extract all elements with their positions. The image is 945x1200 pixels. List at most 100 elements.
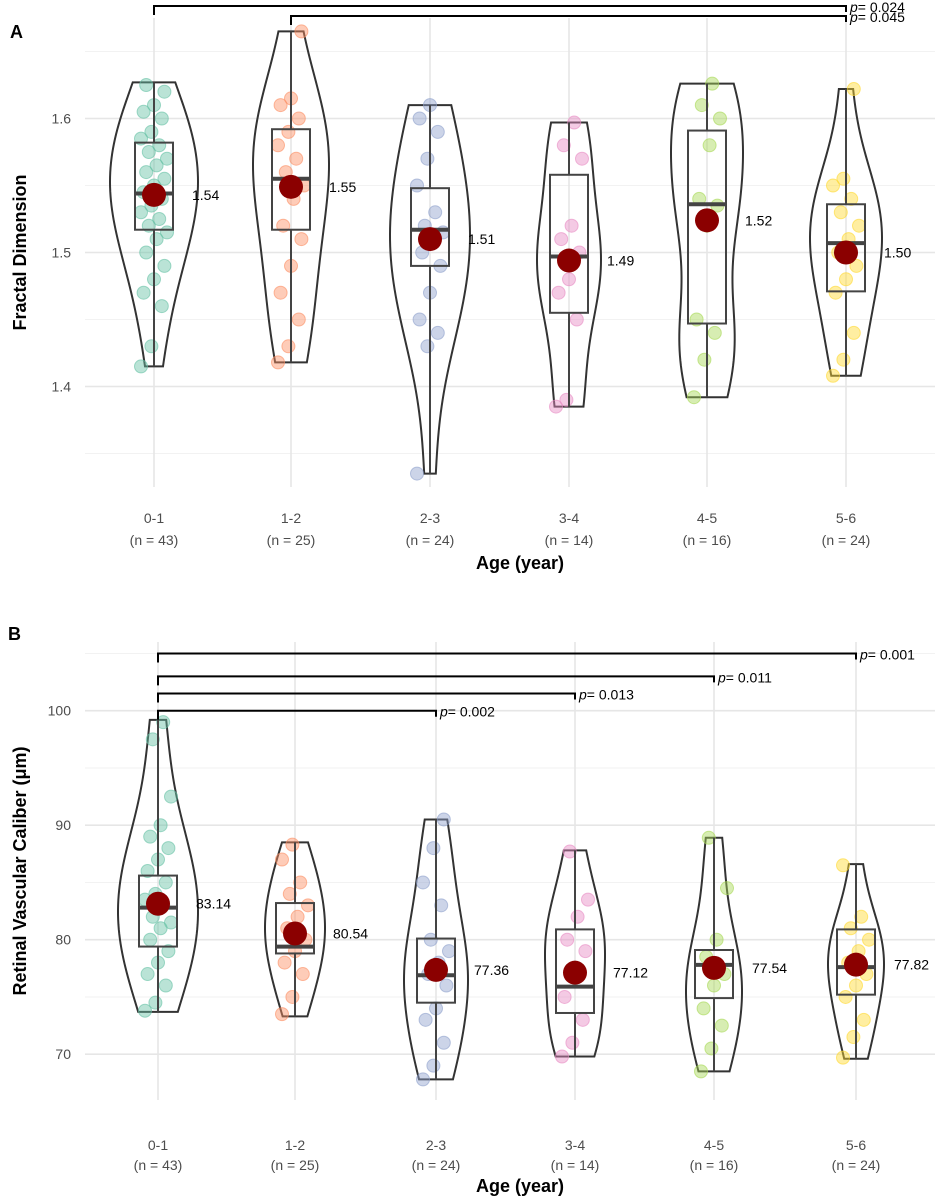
data-point [158, 875, 173, 890]
data-point [412, 312, 427, 327]
mean-label: 1.50 [884, 245, 911, 261]
bracket-line [157, 675, 715, 686]
significance-bracket: p= 0.002 [157, 704, 495, 720]
data-point [554, 232, 569, 247]
bracket-line [157, 709, 437, 720]
data-point [694, 1064, 708, 1079]
data-point [833, 205, 848, 220]
x-tick-n-label: (n = 16) [683, 532, 732, 548]
group-5-6: 1.50 [808, 82, 911, 383]
group-0-1: 83.14 [116, 715, 231, 1018]
y-tick-label: 1.4 [52, 379, 72, 395]
x-tick-n-label: (n = 16) [690, 1157, 739, 1173]
data-point [160, 225, 174, 240]
data-point [694, 98, 709, 113]
data-point [136, 104, 151, 119]
p-value-label: p= 0.045 [849, 9, 905, 25]
data-point [416, 875, 430, 890]
mean-label: 1.55 [329, 179, 356, 195]
data-point [145, 732, 160, 747]
mean-label: 1.51 [468, 231, 495, 247]
violin-shape [116, 718, 200, 1013]
mean-label: 77.82 [894, 957, 929, 973]
data-point [846, 1030, 861, 1045]
mean-point [844, 952, 868, 977]
data-point [153, 818, 168, 833]
box-iqr [275, 902, 315, 955]
data-point [714, 1018, 729, 1033]
y-tick-label: 90 [55, 817, 71, 833]
data-point [707, 978, 721, 993]
significance-bracket: p= 0.011 [157, 669, 772, 686]
x-tick-label: 1-2 [281, 510, 301, 526]
x-tick-n-label: (n = 43) [134, 1157, 183, 1173]
significance-bracket: p= 0.045 [290, 9, 905, 25]
group-2-3: 1.51 [388, 98, 495, 481]
data-point [575, 1012, 590, 1027]
mean-point [418, 227, 442, 252]
data-point [704, 1041, 719, 1056]
x-axis-title: Age (year) [476, 553, 564, 573]
box-iqr [410, 187, 450, 267]
data-point [301, 898, 315, 913]
data-point [164, 789, 178, 804]
data-point [291, 111, 306, 126]
group-5-6: 77.82 [826, 858, 929, 1065]
box-iqr [826, 203, 866, 293]
data-point [430, 325, 445, 340]
mean-label: 80.54 [333, 926, 368, 942]
group-3-4: 77.12 [543, 844, 648, 1064]
bracket-line [153, 5, 847, 15]
data-point [420, 151, 435, 166]
group-2-3: 77.36 [402, 812, 509, 1087]
data-point [141, 145, 156, 159]
data-point [157, 84, 172, 99]
p-value: = 0.001 [868, 646, 915, 662]
group-0-1: 1.54 [108, 78, 219, 374]
data-point [564, 218, 579, 233]
y-tick-label: 1.6 [52, 111, 72, 127]
significance-bracket: p= 0.013 [157, 687, 634, 703]
violin-shape [826, 863, 886, 1060]
data-point [434, 898, 449, 913]
p-value: = 0.045 [858, 9, 905, 25]
data-point [293, 875, 308, 890]
violin-shape [684, 836, 744, 1073]
data-point [713, 111, 727, 126]
data-point [161, 841, 176, 856]
data-point [164, 915, 178, 930]
data-point [139, 165, 154, 180]
data-point [156, 715, 171, 730]
data-point [702, 138, 717, 153]
data-point [281, 124, 296, 139]
p-symbol: p [849, 0, 858, 15]
data-point [581, 892, 595, 907]
data-point [140, 967, 155, 982]
data-point [273, 98, 288, 113]
mean-point [283, 921, 307, 946]
box-iqr [555, 928, 595, 1014]
box-iqr [416, 937, 456, 1004]
data-point [697, 352, 712, 367]
violin-shape [264, 841, 326, 1018]
mean-point [557, 248, 581, 273]
data-point [277, 955, 292, 970]
x-tick-label: 1-2 [285, 1137, 305, 1153]
y-tick-label: 100 [48, 703, 72, 719]
group-4-5: 1.52 [669, 76, 772, 405]
p-value: = 0.011 [726, 669, 772, 685]
data-point [720, 881, 734, 896]
violin-shape [535, 121, 603, 408]
mean-point [146, 891, 170, 916]
box-iqr [687, 129, 727, 325]
data-point [134, 359, 148, 374]
data-point [555, 1049, 569, 1064]
data-point [426, 841, 441, 856]
data-point [436, 812, 451, 827]
x-tick-label: 2-3 [420, 510, 440, 526]
data-point [428, 205, 443, 220]
data-point [836, 858, 850, 873]
data-point [148, 995, 163, 1010]
data-point [565, 1035, 580, 1050]
data-point [854, 909, 869, 924]
